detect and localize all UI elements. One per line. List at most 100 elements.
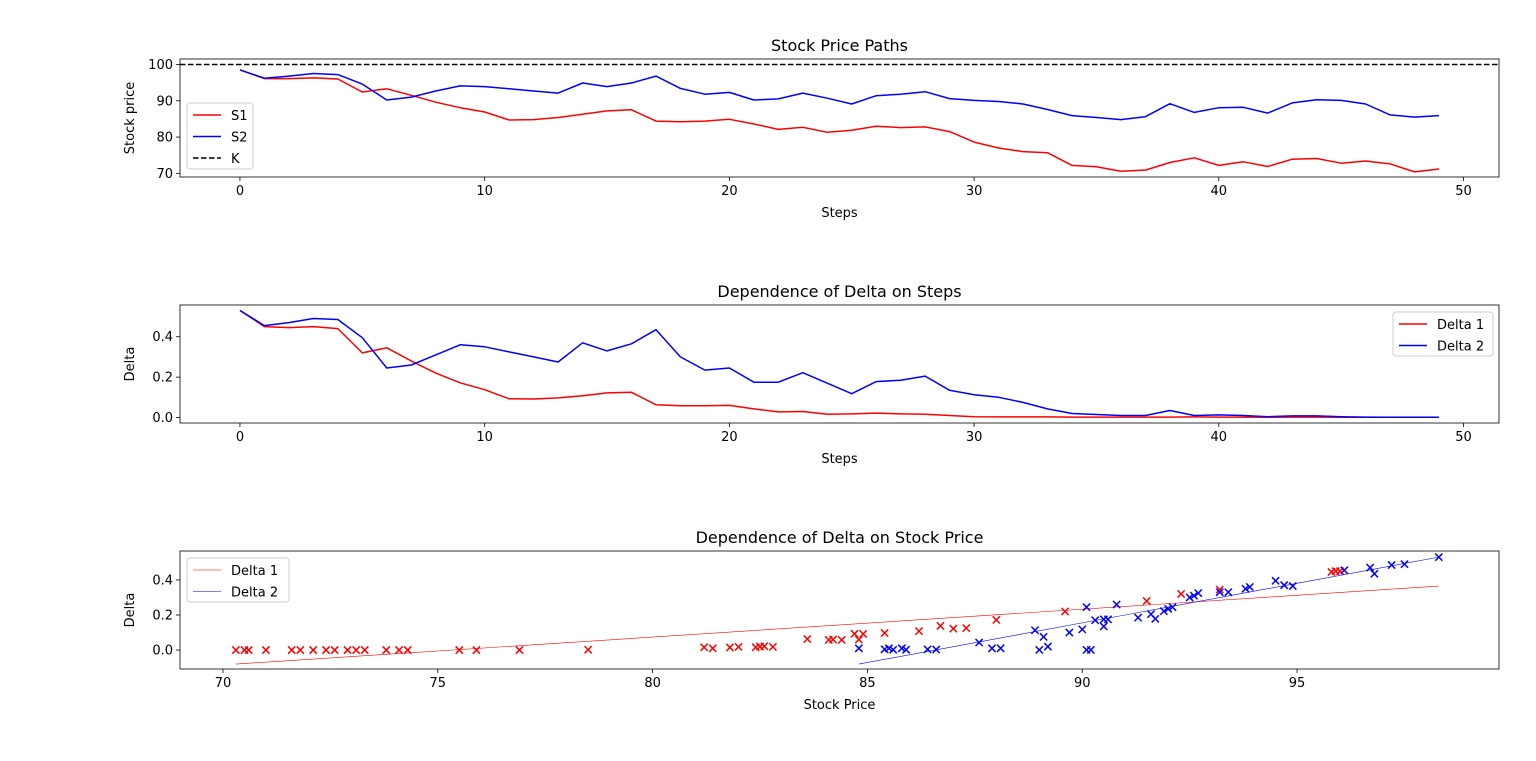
- x-axis-label: Steps: [821, 452, 858, 467]
- y-tick-label: 0.4: [152, 330, 173, 345]
- scatter-point: [287, 645, 296, 655]
- x-tick-label: 80: [644, 676, 661, 691]
- scatter-point: [962, 624, 971, 633]
- y-tick-label: 0.0: [152, 644, 173, 659]
- x-tick-label: 0: [236, 430, 244, 445]
- scatter-point: [1271, 576, 1280, 585]
- scatter-point: [932, 645, 941, 654]
- scatter-point: [760, 642, 769, 651]
- chart-title: Stock Price Paths: [771, 36, 908, 55]
- scatter-point: [321, 645, 331, 655]
- chart-3: Dependence of Delta on Stock Price Stock …: [123, 528, 1500, 713]
- plot-area: [231, 553, 1443, 665]
- scatter-point: [837, 635, 846, 645]
- scatter-point: [1099, 622, 1108, 631]
- scatter-point: [1078, 625, 1087, 634]
- scatter-point: [1387, 560, 1396, 570]
- scatter-point: [1400, 560, 1409, 569]
- series-line-s1: [239, 69, 1440, 173]
- legend-label: Delta 1: [1437, 318, 1484, 333]
- scatter-point: [472, 645, 481, 655]
- scatter-point: [975, 638, 984, 647]
- scatter-point: [394, 645, 404, 655]
- legend-label: Delta 1: [231, 564, 278, 579]
- scatter-point: [515, 645, 524, 655]
- x-tick-label: 20: [721, 184, 738, 199]
- scatter-point: [996, 644, 1005, 653]
- y-tick-label: 70: [156, 167, 173, 182]
- scatter-point: [858, 629, 868, 639]
- scatter-point: [1241, 584, 1250, 593]
- scatter-point: [1434, 553, 1443, 562]
- scatter-point: [889, 645, 898, 654]
- scatter-point: [1133, 613, 1143, 622]
- scatter-point: [352, 645, 361, 655]
- x-tick-label: 40: [1211, 184, 1228, 199]
- scatter-point: [803, 634, 812, 644]
- plot-area: [180, 63, 1499, 173]
- scatter-point: [261, 645, 271, 655]
- y-tick-label: 0.2: [152, 608, 173, 623]
- legend-label: Delta 2: [1437, 340, 1484, 355]
- x-tick-label: 30: [966, 184, 983, 199]
- y-tick-label: 0.2: [152, 371, 173, 386]
- plot-area: [239, 309, 1439, 419]
- x-axis-label: Steps: [821, 206, 858, 221]
- scatter-point: [901, 645, 911, 654]
- legend-box: [186, 557, 290, 603]
- axes-frame: [179, 550, 1500, 670]
- scatter-point: [1189, 591, 1199, 600]
- scatter-point: [1168, 602, 1177, 612]
- scatter-point: [1215, 585, 1224, 594]
- chart-title: Dependence of Delta on Stock Price: [696, 528, 984, 547]
- scatter-point: [231, 645, 240, 655]
- chart-2: Dependence of Delta on Steps Steps Delta 0 1…: [123, 282, 1500, 467]
- scatter-point: [1060, 607, 1070, 616]
- scatter-point: [1215, 588, 1224, 597]
- scatter-point: [1043, 642, 1053, 651]
- scatter-point: [914, 626, 924, 636]
- scatter-point: [1280, 581, 1289, 590]
- scatter-point: [343, 645, 352, 655]
- scatter-point: [584, 645, 593, 654]
- chart-1: Stock Price Paths Steps Stock price 0 10 20 30…: [123, 36, 1500, 221]
- fit-line-delta-1: [235, 585, 1439, 665]
- scatter-point: [1194, 588, 1203, 598]
- scatter-point: [700, 643, 709, 652]
- series-line-s2: [239, 69, 1440, 121]
- legend: Delta 1 Delta 2: [186, 557, 290, 603]
- scatter-point: [1176, 589, 1186, 599]
- scatter-point: [1365, 563, 1375, 572]
- legend-label: S2: [231, 131, 248, 146]
- scatter-point: [1065, 628, 1074, 637]
- y-tick-label: 80: [156, 131, 173, 146]
- x-tick-label: 10: [476, 184, 493, 199]
- y-axis-label: Delta: [123, 347, 138, 382]
- x-tick-label: 75: [430, 676, 447, 691]
- legend-label: K: [231, 152, 240, 167]
- y-tick-label: 0.4: [152, 573, 173, 588]
- x-tick-label: 30: [966, 430, 983, 445]
- scatter-point: [240, 645, 249, 655]
- scatter-point: [734, 642, 743, 652]
- y-axis-label: Delta: [123, 593, 138, 628]
- scatter-point: [850, 629, 859, 638]
- legend: S1 S2 K: [186, 102, 254, 170]
- scatter-point: [1164, 604, 1173, 613]
- scatter-point: [330, 645, 339, 655]
- scatter-point: [1185, 593, 1194, 602]
- scatter-point: [296, 645, 305, 655]
- scatter-point: [455, 645, 464, 655]
- scatter-point: [854, 635, 863, 644]
- scatter-point: [992, 615, 1001, 625]
- scatter-point: [725, 643, 735, 652]
- scatter-point: [382, 645, 391, 655]
- scatter-point: [828, 635, 838, 644]
- scatter-point: [1142, 596, 1151, 606]
- y-tick-label: 0.0: [152, 411, 173, 426]
- x-tick-label: 95: [1289, 676, 1306, 691]
- scatter-point: [1086, 645, 1095, 655]
- scatter-point: [880, 628, 889, 638]
- x-tick-label: 10: [476, 430, 493, 445]
